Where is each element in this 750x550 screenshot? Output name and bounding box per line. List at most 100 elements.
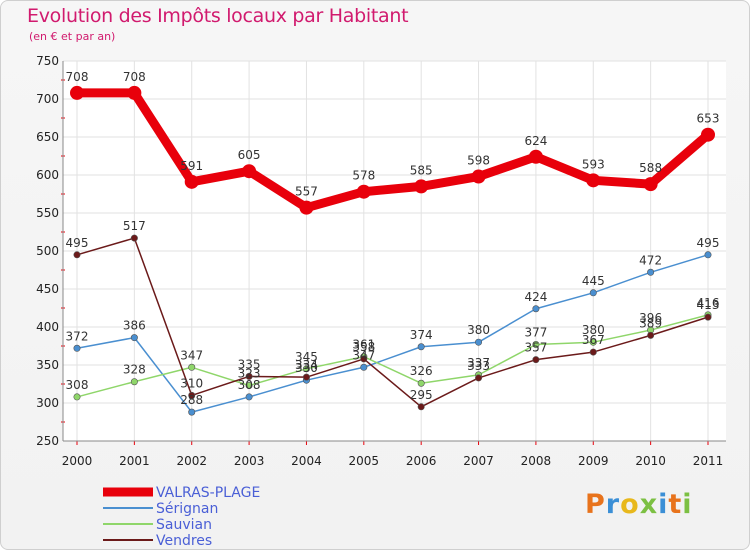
data-point — [360, 355, 368, 363]
data-label: 323 — [238, 367, 261, 381]
data-point — [130, 378, 138, 386]
data-label: 495 — [697, 236, 720, 250]
data-point — [302, 373, 310, 381]
data-label: 345 — [295, 350, 318, 364]
data-label: 334 — [295, 358, 318, 372]
data-label: 386 — [123, 319, 146, 333]
data-point — [360, 363, 368, 371]
data-label: 389 — [639, 316, 662, 330]
data-label: 413 — [697, 298, 720, 312]
y-tick-label: 550 — [36, 206, 59, 220]
data-label: 416 — [697, 296, 720, 310]
chart-title: Evolution des Impôts locaux par Habitant — [27, 5, 409, 27]
data-point — [532, 340, 540, 348]
x-tick-label: 2009 — [578, 454, 609, 468]
logo-letter: P — [585, 489, 606, 520]
data-point — [643, 177, 658, 192]
data-point — [417, 403, 425, 411]
data-point — [188, 408, 196, 416]
data-label: 588 — [639, 161, 662, 175]
data-point — [701, 127, 715, 142]
data-point — [245, 382, 253, 390]
data-label: 424 — [524, 290, 547, 304]
data-label: 578 — [352, 169, 375, 183]
data-label: 367 — [582, 333, 605, 347]
data-point — [245, 393, 253, 401]
data-point — [188, 363, 196, 371]
data-label: 330 — [295, 361, 318, 375]
legend-label: Sérignan — [156, 501, 218, 517]
data-point — [242, 164, 257, 179]
data-point — [589, 348, 597, 356]
data-label: 328 — [123, 363, 146, 377]
data-label: 372 — [66, 329, 89, 343]
data-point — [417, 379, 425, 387]
data-label: 591 — [180, 159, 203, 173]
data-point — [127, 85, 142, 100]
y-tick-label: 500 — [36, 244, 59, 258]
data-point — [188, 391, 196, 399]
legend-label: VALRAS-PLAGE — [156, 485, 260, 501]
data-point — [471, 169, 486, 184]
data-point — [589, 289, 597, 297]
data-label: 347 — [180, 348, 203, 362]
series-line — [76, 254, 709, 413]
logo-letter: t — [668, 489, 683, 520]
y-tick-label: 750 — [36, 54, 59, 68]
y-tick-label: 400 — [36, 320, 59, 334]
data-label: 310 — [180, 376, 203, 390]
data-point — [475, 374, 483, 382]
data-label: 517 — [123, 219, 146, 233]
data-label: 708 — [123, 70, 146, 84]
y-tick-label: 250 — [36, 434, 59, 448]
data-point — [586, 173, 601, 188]
data-point — [589, 338, 597, 346]
data-point — [532, 356, 540, 364]
x-tick-label: 2001 — [119, 454, 150, 468]
logo-letter: x — [639, 489, 659, 520]
data-point — [302, 365, 310, 373]
data-point — [73, 393, 81, 401]
data-label: 357 — [524, 341, 547, 355]
data-point — [73, 251, 81, 259]
x-tick-label: 2005 — [349, 454, 380, 468]
data-label: 335 — [238, 357, 261, 371]
chart-subtitle: (en € et par an) — [29, 30, 116, 43]
data-label: 396 — [639, 311, 662, 325]
series-line — [76, 237, 709, 408]
y-tick-label: 600 — [36, 168, 59, 182]
data-label: 445 — [582, 274, 605, 288]
data-label: 308 — [66, 378, 89, 392]
data-point — [647, 331, 655, 339]
data-label: 374 — [410, 328, 433, 342]
data-label: 295 — [410, 388, 433, 402]
data-point — [299, 200, 314, 215]
data-point — [184, 174, 199, 189]
data-label: 585 — [410, 163, 433, 177]
data-label: 380 — [467, 323, 490, 337]
logo-letter: o — [620, 489, 640, 520]
x-tick-label: 2000 — [62, 454, 93, 468]
data-point — [245, 372, 253, 380]
y-tick-label: 450 — [36, 282, 59, 296]
x-tick-label: 2007 — [463, 454, 494, 468]
data-label: 358 — [352, 340, 375, 354]
data-label: 361 — [352, 338, 375, 352]
y-tick-label: 300 — [36, 396, 59, 410]
data-label: 337 — [467, 356, 490, 370]
data-point — [704, 313, 712, 321]
data-label: 347 — [352, 348, 375, 362]
data-point — [356, 184, 371, 199]
data-label: 377 — [524, 325, 547, 339]
data-label: 326 — [410, 364, 433, 378]
logo-letter: i — [682, 489, 693, 520]
data-label: 333 — [467, 359, 490, 373]
data-label: 598 — [467, 154, 490, 168]
data-label: 624 — [524, 134, 547, 148]
data-label: 380 — [582, 323, 605, 337]
data-label: 288 — [180, 393, 203, 407]
data-point — [414, 179, 429, 194]
legend-label: Vendres — [156, 533, 212, 549]
